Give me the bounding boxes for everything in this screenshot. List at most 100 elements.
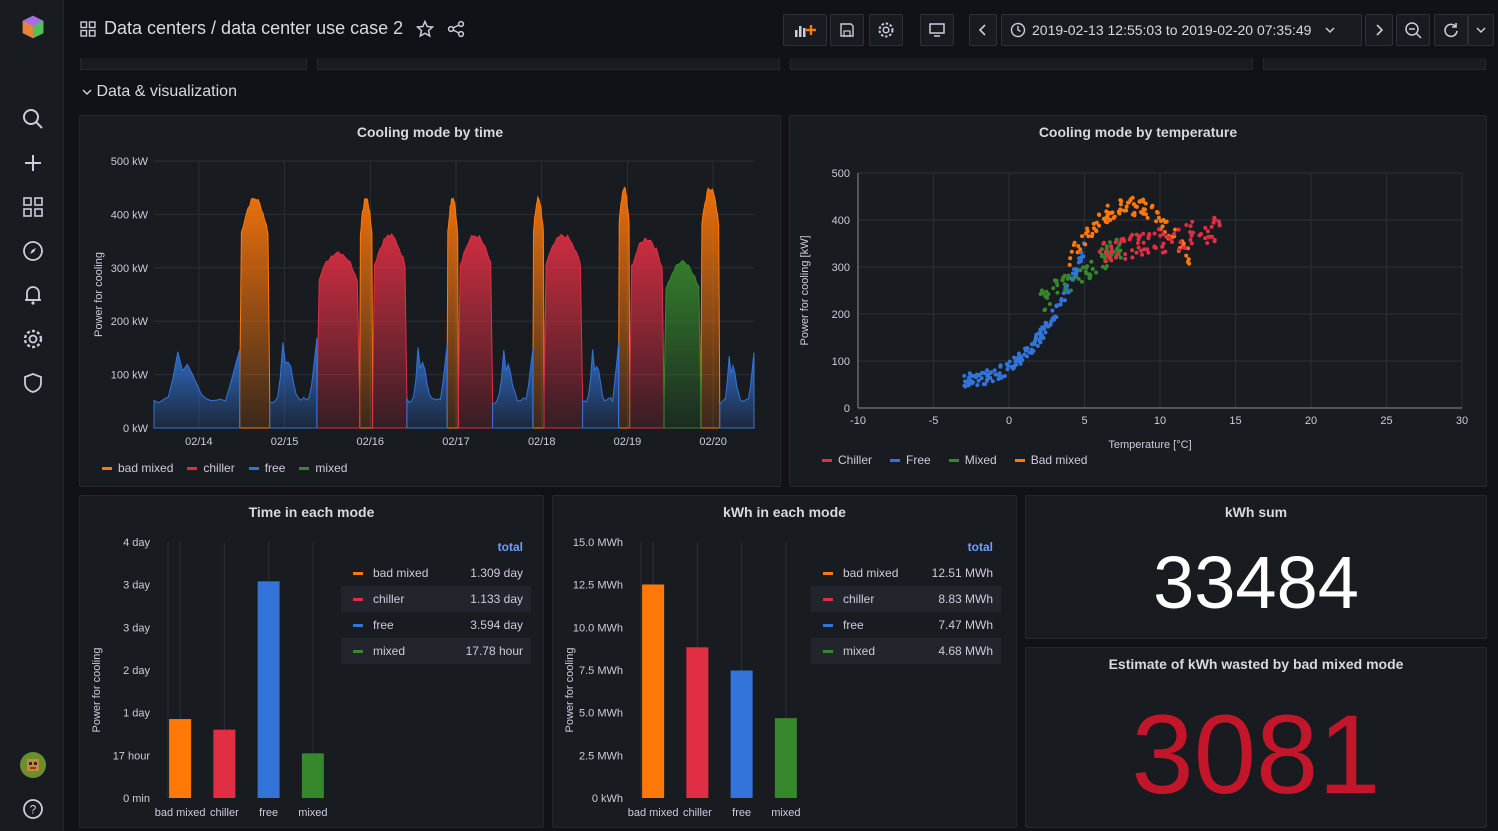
legend-item[interactable]: Bad mixed: [1014, 453, 1087, 467]
time-forward-button[interactable]: [1365, 14, 1393, 46]
add-panel-button[interactable]: [783, 14, 827, 46]
scatter-point-free: [1079, 250, 1084, 255]
panel-title[interactable]: kWh sum: [1224, 504, 1288, 520]
legend-value: 7.47 MWh: [938, 618, 993, 632]
scatter-point-mixed: [1078, 268, 1083, 273]
legend-item[interactable]: mixed: [299, 461, 347, 475]
scatter-point-chiller: [1136, 241, 1140, 245]
scatter-point-mixed: [1060, 278, 1065, 283]
legend-value: 4.68 MWh: [938, 644, 993, 658]
legend-swatch: [299, 467, 310, 471]
save-button[interactable]: [830, 14, 864, 46]
legend-item[interactable]: chiller: [187, 461, 235, 475]
legend-table-row[interactable]: bad mixed 1.309 day: [341, 560, 531, 586]
explore-compass-icon[interactable]: [20, 238, 46, 264]
area-chiller: [457, 234, 494, 429]
legend-name-cell: free: [353, 612, 470, 638]
area-free: [492, 348, 534, 429]
breadcrumb[interactable]: Data centers / data center use case 2: [104, 18, 404, 38]
scatter-point-chiller: [1123, 252, 1128, 257]
dashboard-settings-button[interactable]: [869, 14, 903, 46]
plus-icon[interactable]: [20, 150, 46, 176]
zoom-out-button[interactable]: [1396, 14, 1430, 46]
share-icon[interactable]: [447, 20, 465, 43]
legend-table-row[interactable]: free 7.47 MWh: [811, 612, 1001, 638]
bar-free: [730, 670, 753, 798]
scatter-point-chiller: [1161, 241, 1166, 246]
scatter-point-bad-mixed: [1141, 197, 1146, 202]
panel-title[interactable]: Cooling mode by temperature: [1038, 124, 1238, 140]
legend-swatch: [823, 624, 833, 628]
legend-table-row[interactable]: mixed 17.78 hour: [341, 638, 531, 664]
user-avatar[interactable]: [20, 752, 46, 778]
scatter-point-chiller: [1189, 233, 1194, 238]
scatter-point-chiller: [1103, 250, 1108, 255]
scatter-point-mixed: [1103, 266, 1108, 271]
legend-item[interactable]: Mixed: [948, 453, 997, 467]
legend-item[interactable]: free: [248, 461, 285, 475]
scatter-point-free: [1054, 315, 1059, 320]
scatter-point-free: [1041, 336, 1046, 340]
scatter-point-chiller: [1146, 250, 1151, 255]
scatter-point-bad-mixed: [1097, 213, 1102, 217]
refresh-interval-dropdown[interactable]: [1468, 14, 1494, 46]
scatter-point-mixed: [1051, 286, 1056, 291]
y-tick-label: 17 hour: [113, 750, 151, 762]
scatter-point-chiller: [1109, 258, 1114, 263]
legend-table-row[interactable]: mixed 4.68 MWh: [811, 638, 1001, 664]
time-range-picker[interactable]: 2019-02-13 12:55:03 to 2019-02-20 07:35:…: [1001, 14, 1362, 46]
settings-gear-icon[interactable]: [20, 326, 46, 352]
panel-title[interactable]: Time in each mode: [248, 504, 375, 520]
legend-label: mixed: [843, 644, 876, 658]
legend-label: free: [843, 618, 864, 632]
legend-item[interactable]: Chiller: [822, 453, 872, 467]
scatter-point-chiller: [1217, 223, 1222, 228]
scatter-point-bad-mixed: [1117, 211, 1122, 216]
area-bad-mixed: [239, 197, 271, 429]
legend-item[interactable]: Free: [890, 453, 931, 467]
grafana-logo-icon[interactable]: [20, 14, 46, 40]
star-icon[interactable]: [415, 19, 435, 43]
panel-title[interactable]: Estimate of kWh wasted by bad mixed mode: [1108, 656, 1404, 672]
scatter-point-mixed: [1055, 290, 1060, 295]
scatter-point-free: [1013, 359, 1018, 364]
x-tick-label: free: [259, 807, 278, 819]
table-header[interactable]: total: [497, 540, 523, 554]
alerting-bell-icon[interactable]: [20, 282, 46, 308]
row-header[interactable]: Data & visualization: [82, 83, 237, 101]
time-range-text: 2019-02-13 12:55:03 to 2019-02-20 07:35:…: [1032, 22, 1312, 38]
scatter-point-bad-mixed: [1083, 242, 1088, 247]
scatter-point-free: [1059, 297, 1064, 301]
legend-table-row[interactable]: chiller 1.133 day: [341, 586, 531, 612]
legend-item[interactable]: bad mixed: [102, 461, 173, 475]
scatter-point-chiller: [1189, 241, 1194, 246]
shield-icon[interactable]: [20, 370, 46, 396]
x-tick-label: 02/16: [357, 436, 385, 448]
table-header[interactable]: total: [967, 540, 993, 554]
y-tick-label: 1 day: [123, 708, 150, 720]
time-back-button[interactable]: [969, 14, 997, 46]
help-icon[interactable]: ?: [20, 796, 46, 822]
scatter-point-free: [984, 378, 989, 383]
search-icon[interactable]: [20, 106, 46, 132]
legend-name-cell: bad mixed: [353, 560, 470, 586]
scatter-point-mixed: [1052, 278, 1057, 283]
legend-table-row[interactable]: bad mixed 12.51 MWh: [811, 560, 1001, 586]
x-tick-label: 25: [1380, 415, 1392, 427]
dashboards-icon[interactable]: [20, 194, 46, 220]
bar-chart-kwh: 0 kWh 2.5 MWh 5.0 MWh 7.5 MWh 10.0 MWh 12.5 M…: [564, 537, 801, 819]
area-chiller: [372, 233, 408, 429]
refresh-button[interactable]: [1434, 14, 1468, 46]
panel-title[interactable]: Cooling mode by time: [356, 124, 504, 140]
scatter-point-free: [1012, 355, 1017, 360]
panel-title[interactable]: kWh in each mode: [723, 504, 846, 520]
legend-swatch: [102, 467, 112, 471]
view-mode-button[interactable]: [920, 14, 954, 46]
legend-table-row[interactable]: chiller 8.83 MWh: [811, 586, 1001, 612]
legend-table-row[interactable]: free 3.594 day: [341, 612, 531, 638]
clock-icon: [1010, 22, 1026, 38]
scatter-point-mixed: [1104, 244, 1109, 249]
y-tick-label: 2.5 MWh: [579, 750, 623, 762]
scatter-point-free: [993, 372, 998, 377]
x-tick-label: free: [732, 807, 751, 819]
